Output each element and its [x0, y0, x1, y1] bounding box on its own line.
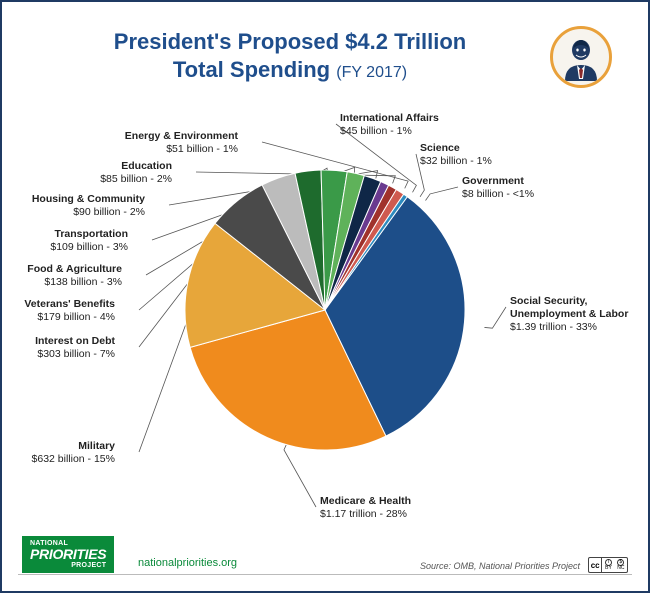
slice-label: Housing & Community$90 billion - 2% — [32, 193, 145, 219]
slice-label: Military$632 billion - 15% — [32, 440, 115, 466]
slice-label: Medicare & Health$1.17 trillion - 28% — [320, 495, 411, 521]
slice-label: International Affairs$45 billion - 1% — [340, 112, 439, 138]
chart-footer: NATIONAL PRIORITIES PROJECT nationalprio… — [10, 543, 640, 583]
slice-label: Veterans' Benefits$179 billion - 4% — [24, 298, 115, 324]
portrait-icon — [550, 26, 612, 88]
pie-chart: Social Security,Unemployment & Labor$1.3… — [10, 100, 640, 520]
cc-license-icon: cc iBY $NC — [588, 557, 628, 573]
slice-label: Science$32 billion - 1% — [420, 142, 492, 168]
title-line1: President's Proposed $4.2 Trillion — [60, 28, 520, 56]
slice-label: Education$85 billion - 2% — [100, 160, 172, 186]
slice-label: Transportation$109 billion - 3% — [50, 228, 128, 254]
slice-label: Interest on Debt$303 billion - 7% — [35, 335, 115, 361]
slice-label: Energy & Environment$51 billion - 1% — [125, 130, 238, 156]
footer-url: nationalpriorities.org — [138, 557, 237, 569]
title-line2: Total Spending (FY 2017) — [60, 56, 520, 84]
chart-title: President's Proposed $4.2 Trillion Total… — [10, 10, 640, 83]
source-attribution: Source: OMB, National Priorities Project — [420, 561, 580, 571]
slice-label: Government$8 billion - <1% — [462, 175, 534, 201]
footer-rule — [18, 574, 632, 575]
slice-label: Food & Agriculture$138 billion - 3% — [27, 263, 122, 289]
priorities-logo: NATIONAL PRIORITIES PROJECT — [22, 536, 114, 573]
pie-svg — [185, 170, 465, 450]
slice-label: Social Security,Unemployment & Labor$1.3… — [510, 295, 628, 334]
